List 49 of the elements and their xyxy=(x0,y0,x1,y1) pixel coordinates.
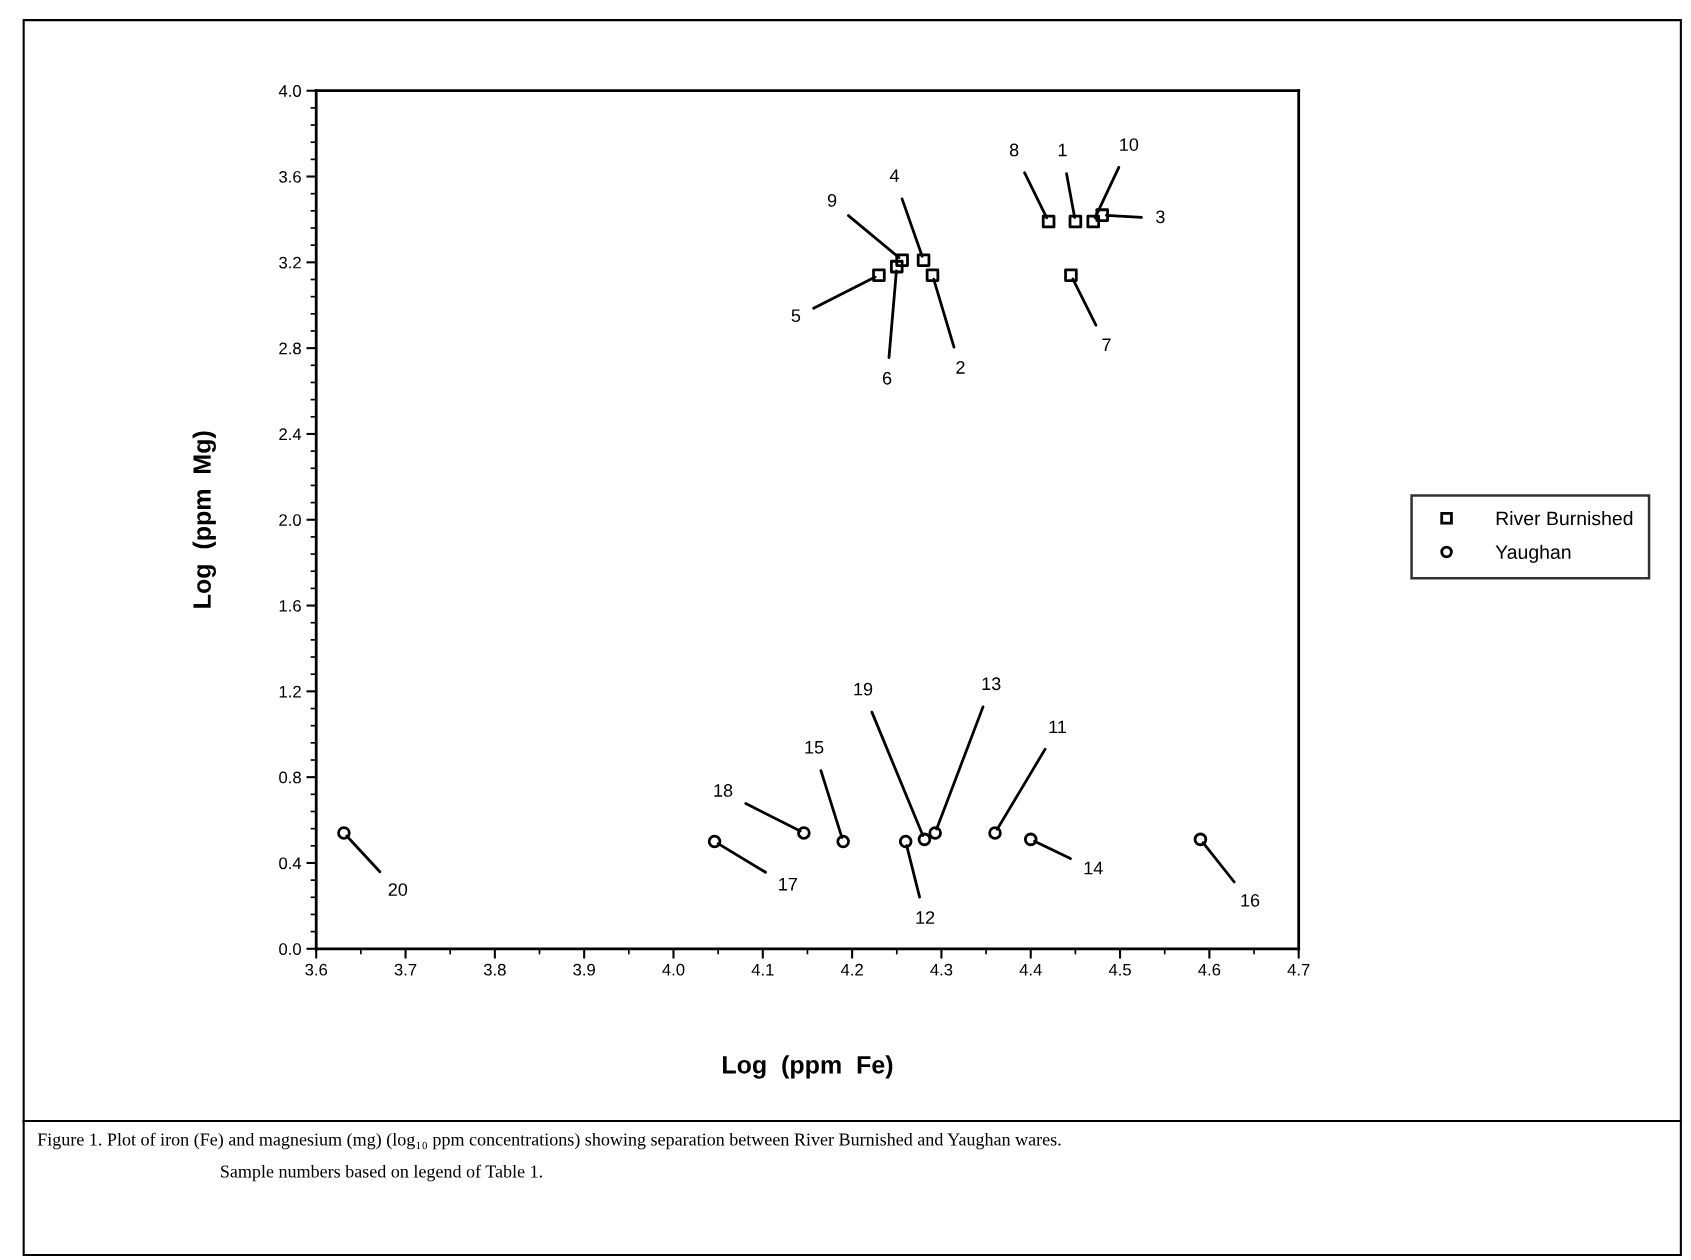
x-tick-label: 4.5 xyxy=(1108,963,1131,976)
y-tick-label: 3.6 xyxy=(279,170,301,183)
y-tick-label: 0.4 xyxy=(279,857,302,870)
annotation: 8 xyxy=(1009,143,1019,157)
annotation: 11 xyxy=(1049,720,1067,734)
y-tick-label: 4.0 xyxy=(278,85,301,97)
x-tick-label: 3.8 xyxy=(483,963,506,976)
annotation: 2 xyxy=(956,361,965,374)
legend-label: River Burnished xyxy=(1496,511,1633,526)
annotation: 3 xyxy=(1156,210,1165,224)
y-tick-label: 2.4 xyxy=(279,428,302,440)
legend-label: Yaughan xyxy=(1495,544,1571,563)
y-tick-label: 0.0 xyxy=(279,943,301,955)
annotation: 20 xyxy=(388,883,408,896)
caption: Figure 1. Plot of iron (Fe) and magnesium (mg) (log₁₀ ppm concentrations) showing separation between River Burnished and Yaughan wares. xyxy=(37,1132,1061,1150)
x-tick-label: 4.4 xyxy=(1019,963,1042,976)
annotation: 17 xyxy=(779,877,797,891)
annotation: 16 xyxy=(1241,893,1260,907)
x-tick-label: 3.9 xyxy=(573,963,595,976)
annotation: 15 xyxy=(805,741,824,754)
x-tick-label: 3.7 xyxy=(394,963,417,976)
annotation: 7 xyxy=(1102,338,1111,352)
annotation: 18 xyxy=(714,784,733,797)
annotation: 10 xyxy=(1120,138,1139,151)
x-tick-label: 4.1 xyxy=(751,963,774,976)
x-tick-label: 4.7 xyxy=(1287,963,1310,976)
y-tick-label: 2.8 xyxy=(279,342,301,355)
annotation: 9 xyxy=(827,194,837,207)
annotation: 5 xyxy=(791,309,801,323)
x-tick-label: 4.2 xyxy=(840,963,863,976)
x-axis-title: Log (ppm Fe) xyxy=(723,1055,893,1079)
annotation: 13 xyxy=(982,677,1001,691)
x-tick-label: 4.6 xyxy=(1198,963,1221,976)
annotation: 1 xyxy=(1058,143,1067,157)
annotation: 12 xyxy=(916,911,935,924)
x-tick-label: 4.0 xyxy=(662,963,685,976)
y-tick-label: 1.2 xyxy=(279,685,301,698)
annotation: 19 xyxy=(854,682,873,696)
y-tick-label: 0.8 xyxy=(279,771,301,784)
x-tick-label: 4.3 xyxy=(930,963,953,976)
annotation: 4 xyxy=(889,169,899,182)
text: Sample numbers based on legend of Table 1. xyxy=(221,1164,542,1182)
y-tick-label: 3.2 xyxy=(279,256,301,269)
annotation: 6 xyxy=(882,371,892,385)
y-tick-label: 2.0 xyxy=(279,514,301,526)
y-tick-label: 1.6 xyxy=(279,599,301,612)
y-axis-title: Log (ppm Mg) xyxy=(192,431,216,608)
annotation: 14 xyxy=(1084,861,1103,875)
x-tick-label: 3.6 xyxy=(305,963,328,976)
